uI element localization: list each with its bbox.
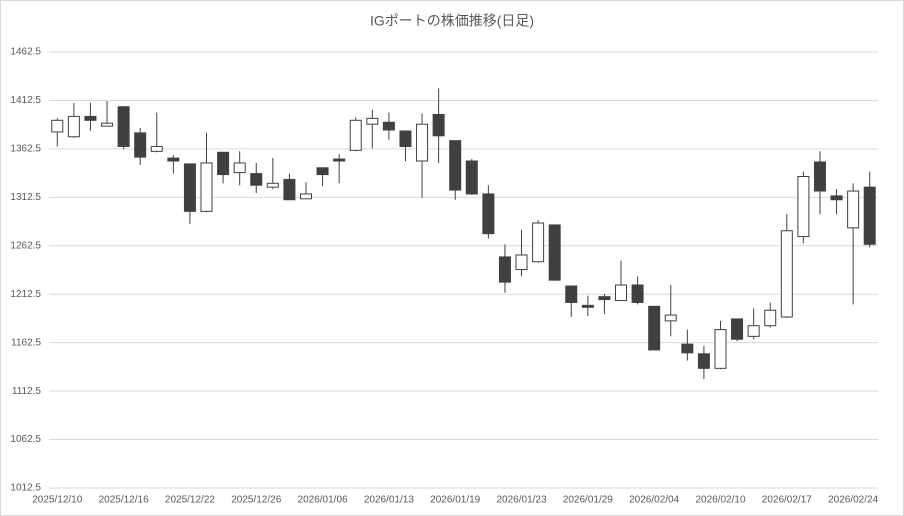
candle-body — [150, 145, 163, 152]
candle-body — [217, 151, 230, 176]
candle-body — [233, 162, 246, 174]
candle-body — [764, 309, 777, 327]
candle-body — [515, 254, 528, 271]
x-tick-label: 2025/12/10 — [32, 495, 82, 506]
candle-body — [780, 230, 793, 318]
candle-body — [498, 256, 511, 283]
candle-body — [333, 158, 346, 162]
candle-body — [382, 121, 395, 131]
candle-body — [183, 163, 196, 212]
x-tick-label: 2026/02/17 — [762, 495, 812, 506]
candle-body — [648, 305, 661, 351]
candle-body — [664, 314, 677, 322]
candle-body — [681, 343, 694, 354]
candle-body — [631, 284, 644, 303]
y-tick-label: 1462.5 — [10, 47, 41, 58]
x-tick-label: 2026/01/23 — [496, 495, 546, 506]
candle-body — [416, 123, 429, 162]
candle-body — [84, 115, 97, 121]
x-tick-label: 2026/02/04 — [629, 495, 679, 506]
candle-body — [316, 167, 329, 176]
candle-body — [797, 176, 810, 238]
candle-body — [266, 182, 279, 188]
candle-body — [399, 130, 412, 147]
y-tick-label: 1212.5 — [10, 289, 41, 300]
y-tick-label: 1362.5 — [10, 144, 41, 155]
candle-body — [697, 353, 710, 369]
y-tick-label: 1062.5 — [10, 434, 41, 445]
candle-body — [615, 284, 628, 302]
candle-body — [731, 318, 744, 340]
x-tick-label: 2025/12/26 — [231, 495, 281, 506]
candle-body — [51, 119, 64, 133]
y-tick-label: 1112.5 — [12, 386, 42, 397]
candle-body — [67, 115, 80, 138]
candle-body — [250, 173, 263, 186]
y-tick-label: 1412.5 — [10, 95, 41, 106]
x-tick-label: 2026/01/13 — [364, 495, 414, 506]
y-tick-label: 1012.5 — [10, 483, 41, 494]
candle-body — [598, 296, 611, 301]
candle-body — [548, 224, 561, 281]
candle-body — [565, 285, 578, 303]
candle-body — [581, 304, 594, 308]
candle-body — [813, 161, 826, 192]
candle-body — [465, 160, 478, 195]
y-tick-label: 1162.5 — [11, 337, 41, 348]
candle-body — [349, 119, 362, 151]
candle-body — [200, 162, 213, 212]
x-tick-label: 2026/01/06 — [298, 495, 348, 506]
candle-body — [863, 186, 876, 245]
y-tick-label: 1312.5 — [10, 192, 41, 203]
x-tick-label: 2026/01/19 — [430, 495, 480, 506]
x-tick-label: 2026/02/10 — [695, 495, 745, 506]
candle-body — [847, 190, 860, 229]
x-tick-label: 2026/02/24 — [828, 495, 878, 506]
candle-body — [101, 122, 114, 127]
candle-body — [299, 193, 312, 200]
chart-title: IGポートの株価推移(日足) — [370, 13, 534, 29]
candle-body — [432, 113, 445, 137]
candle-body — [117, 106, 130, 147]
candle-body — [532, 222, 545, 263]
candle-body — [482, 193, 495, 235]
candle-body — [747, 325, 760, 337]
x-tick-label: 2025/12/22 — [165, 495, 215, 506]
candle-body — [167, 157, 180, 162]
x-tick-label: 2025/12/16 — [99, 495, 149, 506]
y-tick-label: 1262.5 — [10, 240, 41, 251]
candle-body — [830, 195, 843, 201]
candle-body — [283, 178, 296, 201]
candle-body — [134, 132, 147, 158]
x-tick-label: 2026/01/29 — [563, 495, 613, 506]
candle-body — [714, 329, 727, 369]
candle-body — [366, 117, 379, 125]
candle-body — [449, 140, 462, 191]
